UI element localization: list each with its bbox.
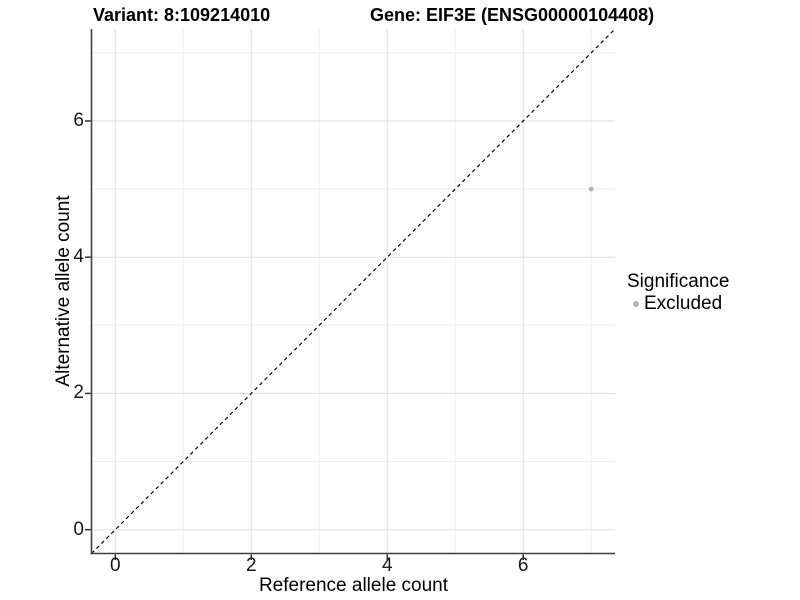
y-tick-label: 6 [73,109,84,131]
x-axis-label: Reference allele count [258,575,449,596]
legend-item-label: Excluded [644,293,723,314]
x-tick-label: 4 [381,555,393,576]
legend-key-point-icon [633,301,639,307]
y-tick-label: 4 [73,246,84,268]
legend: Significance Excluded [627,271,729,315]
x-tick-label: 6 [517,555,529,576]
plot-title-gene: Gene: EIF3E (ENSG00000104408) [370,5,655,25]
y-axis-label: Alternative allele count [53,195,74,387]
plot-title-variant: Variant: 8:109214010 [93,5,271,25]
x-tick-label: 2 [245,555,257,576]
x-tick-label: 0 [109,555,121,576]
y-tick-label: 2 [73,382,84,404]
legend-item-excluded: Excluded [627,293,729,315]
data-point-excluded [588,186,594,192]
identity-dashed-line [91,28,616,554]
y-tick-label: 0 [73,518,84,540]
legend-title: Significance [627,271,730,292]
